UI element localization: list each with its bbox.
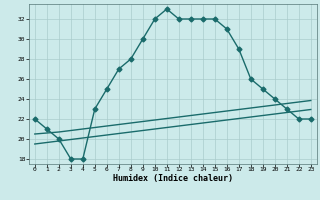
X-axis label: Humidex (Indice chaleur): Humidex (Indice chaleur) xyxy=(113,174,233,183)
